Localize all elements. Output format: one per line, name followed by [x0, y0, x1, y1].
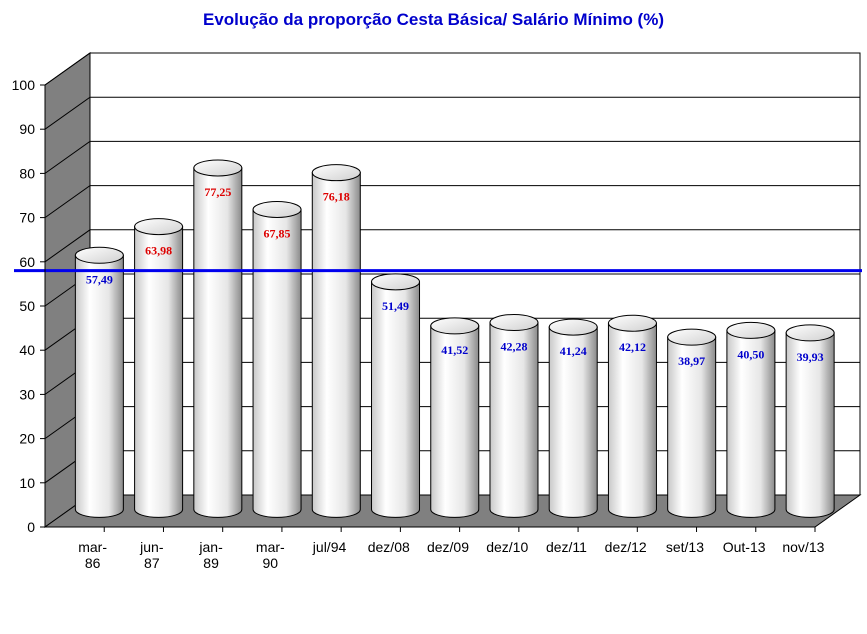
x-tick-label: 87 — [144, 555, 160, 571]
y-tick-label: 40 — [19, 342, 35, 358]
data-label: 76,18 — [323, 190, 350, 204]
bar — [134, 218, 184, 518]
data-label: 57,49 — [86, 272, 113, 286]
bar-top — [785, 324, 835, 342]
bar-top — [667, 328, 717, 346]
bar-top — [607, 314, 657, 332]
gridline — [44, 140, 860, 174]
x-tick-label: mar- — [78, 539, 107, 555]
data-label: 42,28 — [500, 340, 527, 354]
bar — [607, 314, 657, 518]
bar-top — [252, 201, 302, 219]
data-label: 38,97 — [678, 354, 705, 368]
y-tick-label: 20 — [19, 431, 35, 447]
bar — [74, 246, 124, 518]
bar-top — [74, 246, 124, 264]
chart-title: Evolução da proporção Cesta Básica/ Salá… — [202, 10, 664, 29]
x-tick-label: jan- — [198, 539, 223, 555]
bar-body — [134, 226, 184, 518]
data-label: 67,85 — [264, 227, 291, 241]
x-tick-label: jun- — [139, 539, 164, 555]
y-tick-label: 0 — [27, 519, 35, 535]
x-tick-label: 89 — [203, 555, 219, 571]
bar-top — [489, 314, 539, 332]
y-tick-label: 80 — [19, 165, 35, 181]
x-tick-label: nov/13 — [782, 539, 824, 555]
bar — [193, 159, 243, 518]
bar — [489, 314, 539, 518]
bars — [74, 159, 835, 518]
bar — [252, 201, 302, 518]
y-tick-label: 90 — [19, 121, 35, 137]
bar-top — [311, 164, 361, 182]
bar-top — [193, 159, 243, 177]
bar-top — [134, 218, 184, 236]
bar-body — [785, 332, 835, 518]
data-label: 40,50 — [737, 347, 764, 361]
data-label: 41,24 — [560, 344, 587, 358]
y-tick-label: 60 — [19, 254, 35, 270]
x-tick-label: jul/94 — [312, 539, 347, 555]
data-label: 39,93 — [797, 350, 824, 364]
y-tick-label: 30 — [19, 386, 35, 402]
bar — [430, 317, 480, 518]
x-tick-label: mar- — [256, 539, 285, 555]
y-tick-label: 50 — [19, 298, 35, 314]
bar-body — [193, 167, 243, 518]
axes: 0102030405060708090100mar-86jun-87jan-89… — [12, 77, 825, 571]
x-tick-label: 86 — [85, 555, 101, 571]
bar-body — [667, 336, 717, 518]
data-label: 41,52 — [441, 343, 468, 357]
bar-top — [371, 273, 421, 291]
x-tick-label: Out-13 — [723, 539, 766, 555]
bar — [548, 318, 598, 518]
bar-body — [607, 322, 657, 518]
bar-body — [726, 329, 776, 518]
y-tick-label: 100 — [12, 77, 36, 93]
data-label: 77,25 — [204, 185, 231, 199]
data-label: 51,49 — [382, 299, 409, 313]
x-tick-label: dez/09 — [427, 539, 469, 555]
gridline — [44, 185, 860, 219]
bar — [311, 164, 361, 518]
bar — [667, 328, 717, 518]
bar-top — [430, 317, 480, 335]
bar-top — [726, 321, 776, 339]
bar — [371, 273, 421, 518]
bar-body — [311, 172, 361, 518]
gridline — [44, 96, 860, 130]
data-labels: 57,49 63,98 77,25 67,85 76,18 51,49 41,52 42,28… — [86, 185, 824, 368]
y-tick-label: 10 — [19, 475, 35, 491]
bar-body — [74, 254, 124, 518]
bar-body — [371, 281, 421, 518]
bar — [785, 324, 835, 518]
bar-body — [489, 322, 539, 518]
x-tick-label: dez/12 — [605, 539, 647, 555]
bar-body — [548, 326, 598, 518]
bar — [726, 321, 776, 518]
data-label: 63,98 — [145, 244, 172, 258]
data-label: 42,12 — [619, 340, 646, 354]
x-tick-label: 90 — [263, 555, 279, 571]
x-tick-label: set/13 — [666, 539, 704, 555]
gridline — [44, 229, 860, 263]
bar-body — [430, 325, 480, 518]
x-tick-label: dez/08 — [368, 539, 410, 555]
x-tick-label: dez/10 — [486, 539, 528, 555]
y-tick-label: 70 — [19, 210, 35, 226]
x-tick-label: dez/11 — [546, 539, 587, 555]
bar-top — [548, 318, 598, 336]
gridline — [44, 52, 860, 86]
bar-body — [252, 209, 302, 518]
